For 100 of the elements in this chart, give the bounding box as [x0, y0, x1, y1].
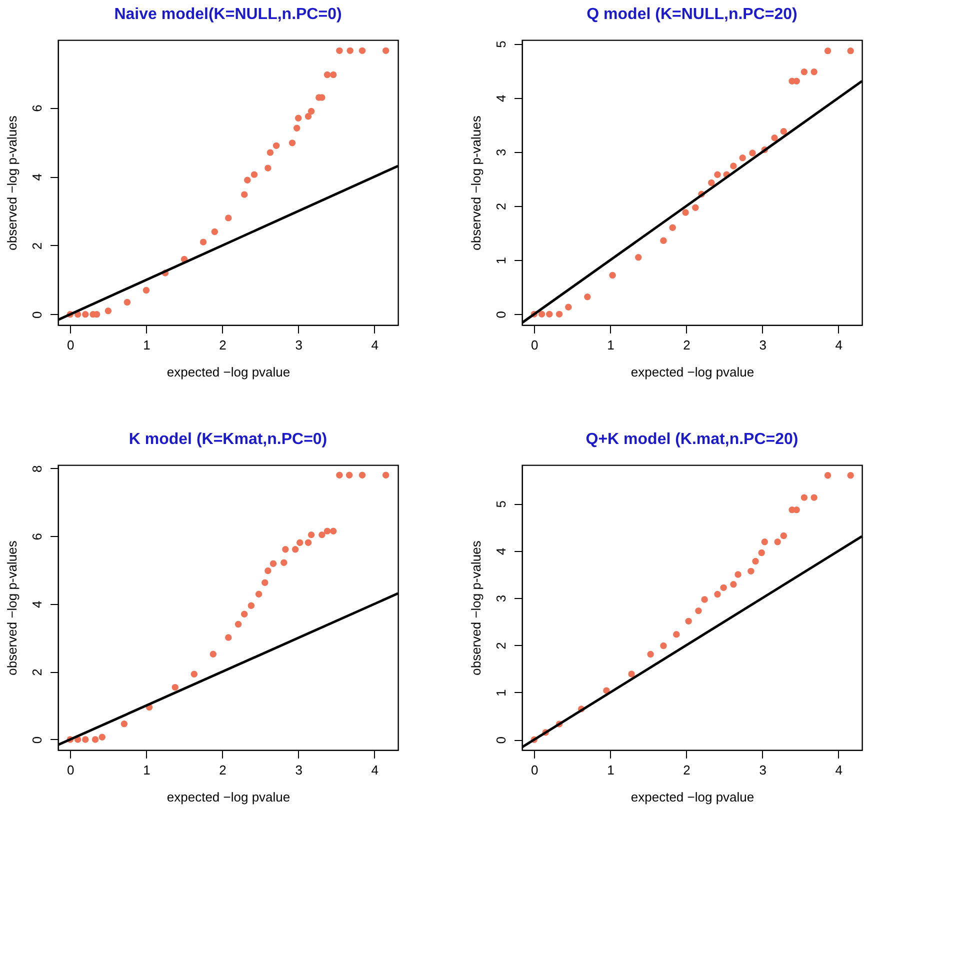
x-tick-label: 2	[683, 338, 690, 352]
point	[241, 610, 248, 618]
x-axis-title: expected −log pvalue	[630, 790, 754, 804]
point	[647, 650, 654, 658]
point	[330, 71, 337, 78]
point	[210, 650, 217, 658]
y-tick-label: 5	[494, 500, 508, 508]
point	[211, 228, 218, 236]
point	[266, 149, 274, 156]
point	[244, 176, 251, 184]
y-axis-title: observed −log p-values	[468, 540, 484, 676]
point	[714, 171, 721, 178]
y-tick-label: 2	[494, 642, 508, 650]
x-axis-title: expected −log pvalue	[166, 790, 290, 804]
point	[358, 472, 366, 479]
point	[142, 286, 150, 294]
point	[292, 546, 299, 553]
point	[810, 68, 818, 76]
y-tick-label: 8	[30, 465, 44, 473]
point	[336, 47, 343, 54]
point	[824, 472, 832, 479]
point	[761, 538, 768, 546]
y-tick-label: 1	[494, 689, 508, 697]
point	[346, 472, 353, 479]
point	[82, 736, 89, 743]
point	[324, 528, 331, 534]
point	[800, 494, 808, 501]
point	[538, 310, 546, 318]
point	[190, 670, 198, 678]
point	[793, 506, 800, 514]
point	[296, 539, 304, 546]
y-tick-label: 3	[494, 594, 508, 602]
point	[288, 140, 296, 146]
point	[774, 538, 781, 546]
point	[720, 584, 727, 592]
point	[262, 579, 268, 586]
chart-title: Q+K model (K.mat,n.PC=20)	[586, 431, 798, 448]
point	[730, 581, 737, 588]
y-tick-label: 0	[494, 311, 508, 318]
point	[200, 238, 207, 246]
point	[264, 164, 272, 172]
chart-title: Q model (K=NULL,n.PC=20)	[586, 6, 798, 23]
point	[810, 494, 818, 501]
y-axis-title: observed −log p-values	[468, 115, 484, 250]
point	[669, 224, 676, 232]
point	[749, 150, 756, 156]
point	[234, 620, 242, 628]
x-tick-label: 4	[835, 338, 843, 352]
y-tick-label: 5	[494, 40, 508, 48]
point	[330, 528, 337, 534]
point	[730, 162, 737, 170]
x-tick-label: 4	[371, 338, 379, 352]
point	[241, 191, 248, 198]
y-tick-label: 0	[30, 736, 44, 744]
point	[609, 272, 616, 279]
point	[824, 47, 832, 54]
x-axis-title: expected −log pvalue	[166, 364, 290, 380]
point	[308, 108, 315, 115]
point	[701, 596, 708, 603]
x-tick-label: 2	[219, 762, 226, 778]
point	[270, 560, 277, 567]
x-tick-label: 1	[143, 762, 150, 778]
point	[584, 294, 591, 300]
chart-title: Naive model(K=NULL,n.PC=0)	[114, 6, 342, 23]
point	[739, 154, 746, 162]
chart-title: K model (K=Kmat,n.PC=0)	[128, 430, 328, 448]
y-tick-label: 4	[494, 548, 508, 555]
y-tick-label: 4	[30, 600, 44, 608]
y-tick-label: 1	[494, 256, 508, 264]
point	[280, 559, 288, 566]
y-tick-label: 6	[30, 104, 44, 112]
x-tick-label: 3	[295, 338, 302, 352]
x-tick-label: 3	[295, 762, 302, 778]
point	[682, 209, 689, 216]
point	[660, 237, 667, 244]
point	[695, 607, 702, 614]
y-tick-label: 3	[494, 148, 508, 156]
y-tick-label: 4	[494, 94, 508, 102]
point	[120, 720, 128, 728]
x-tick-label: 0	[531, 338, 538, 352]
point	[250, 171, 258, 178]
y-tick-label: 2	[30, 668, 44, 676]
point	[282, 546, 289, 553]
x-tick-label: 0	[67, 762, 74, 778]
point	[124, 298, 131, 306]
x-tick-label: 1	[607, 338, 614, 352]
point	[264, 567, 272, 574]
point	[800, 68, 808, 76]
point	[546, 310, 553, 318]
point	[225, 214, 232, 222]
point	[382, 472, 390, 479]
point	[304, 539, 312, 546]
point	[847, 472, 854, 479]
point	[780, 128, 788, 135]
x-tick-label: 2	[683, 762, 690, 778]
point	[92, 736, 99, 743]
point	[82, 310, 89, 318]
point	[104, 308, 112, 314]
x-tick-label: 4	[835, 762, 843, 778]
point	[358, 47, 366, 54]
